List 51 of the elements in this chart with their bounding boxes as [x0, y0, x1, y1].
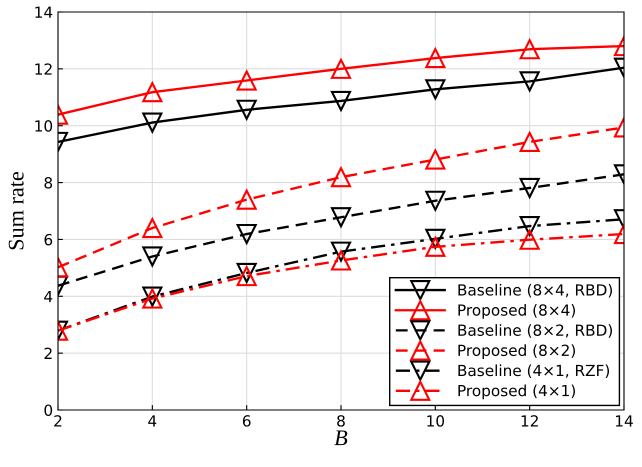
legend-label: Baseline (4×1, RZF)	[458, 364, 609, 378]
legend-label: Baseline (8×2, RBD)	[458, 324, 612, 338]
point	[236, 224, 257, 244]
point	[520, 178, 540, 198]
x-tick-label: 12	[522, 415, 538, 426]
point	[330, 167, 352, 188]
point	[425, 48, 446, 68]
y-tick-label: 0	[44, 404, 52, 416]
legend-label: Proposed (4×1)	[458, 384, 575, 400]
point	[330, 242, 352, 262]
x-tick-label: 8	[337, 415, 345, 427]
y-tick-label: 10	[35, 120, 52, 132]
point	[236, 266, 257, 286]
y-tick-label: 12	[35, 63, 52, 75]
x-tick-label: 10	[427, 415, 444, 427]
point	[142, 82, 162, 102]
point	[520, 132, 540, 152]
x-axis-title: B	[334, 430, 348, 446]
point	[520, 71, 540, 92]
point	[142, 246, 162, 267]
point	[330, 90, 352, 112]
point	[425, 79, 446, 100]
x-tick-label: 14	[616, 415, 633, 426]
y-tick-label: 4	[44, 290, 52, 302]
point	[520, 230, 540, 250]
x-tick-label: 4	[148, 415, 156, 426]
x-tick-label: 2	[54, 415, 62, 426]
point	[520, 39, 540, 60]
point	[330, 250, 352, 271]
point	[425, 190, 446, 211]
point	[425, 228, 446, 249]
point	[142, 112, 162, 133]
point	[425, 236, 446, 257]
y-tick-label: 8	[44, 177, 52, 189]
x-tick-label: 6	[242, 415, 251, 427]
point	[142, 218, 162, 238]
y-axis-title: Sum rate	[8, 172, 24, 250]
y-tick-label: 2	[44, 348, 52, 359]
point	[425, 149, 446, 170]
point	[330, 58, 352, 79]
point	[330, 207, 352, 228]
point	[236, 190, 257, 210]
y-tick-label: 6	[44, 234, 52, 246]
legend-label: Proposed (8×2)	[458, 344, 575, 360]
point	[520, 216, 540, 236]
y-tick-label: 14	[35, 6, 52, 18]
legend-label: Baseline (8×4, RBD)	[458, 284, 612, 298]
legend-label: Proposed (8×4)	[458, 304, 575, 319]
point	[236, 100, 257, 120]
point	[236, 70, 257, 91]
point	[236, 262, 257, 284]
